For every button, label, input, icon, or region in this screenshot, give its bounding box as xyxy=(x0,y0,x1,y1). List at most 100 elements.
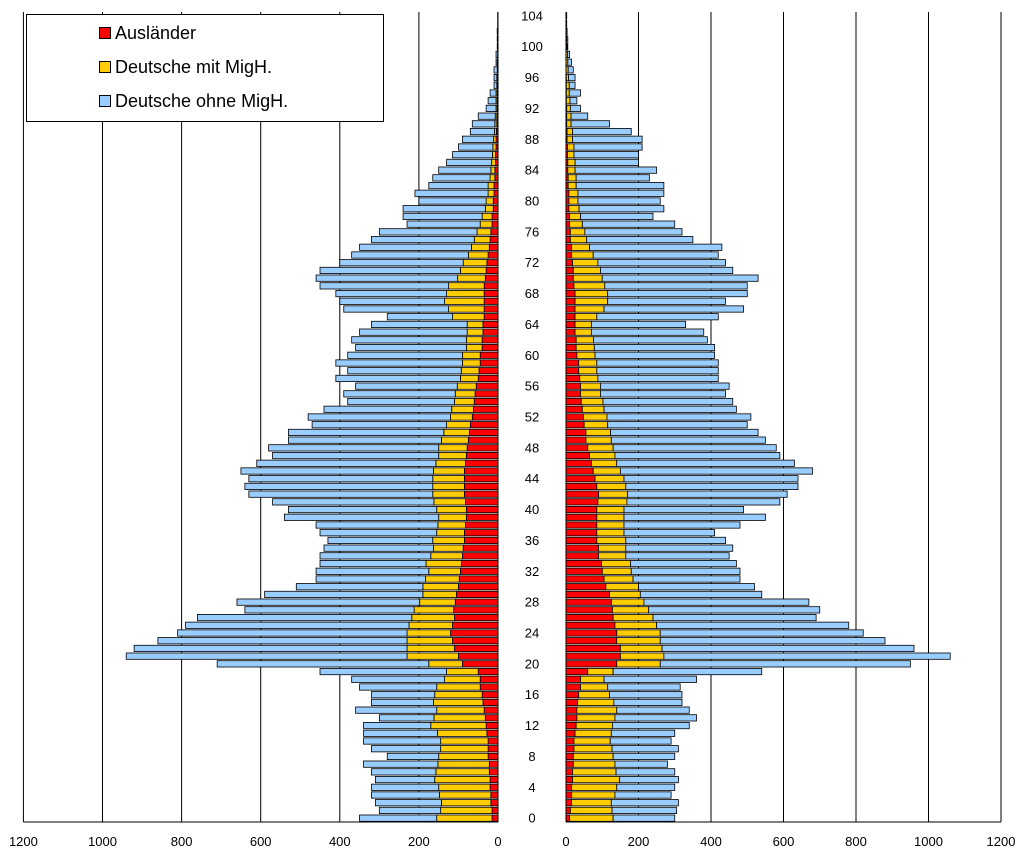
bar-right-ohne-migh-age-94 xyxy=(568,89,581,97)
bar-left-migh-age-28 xyxy=(419,598,456,606)
bar-right-migh-age-52 xyxy=(583,413,608,421)
bar-left-migh-age-37 xyxy=(436,529,465,537)
bar-right-migh-age-24 xyxy=(616,629,661,637)
bar-left-ohne-migh-age-11 xyxy=(363,729,438,737)
bar-left-auslaender-age-69 xyxy=(483,282,499,290)
bar-left-migh-age-13 xyxy=(433,714,486,722)
bar-left-ohne-migh-age-98 xyxy=(495,58,498,66)
bar-left-ohne-migh-age-50 xyxy=(287,428,445,436)
bar-left-auslaender-age-56 xyxy=(475,382,499,390)
bar-right-migh-age-59 xyxy=(578,359,598,367)
bar-right-ohne-migh-age-77 xyxy=(581,220,676,228)
bar-right-ohne-migh-age-43 xyxy=(625,482,799,490)
bar-left-auslaender-age-61 xyxy=(481,344,499,352)
bar-left-auslaender-age-65 xyxy=(483,313,499,321)
bar-left-migh-age-0 xyxy=(436,814,493,822)
bar-left-migh-age-46 xyxy=(435,459,466,467)
right-bars xyxy=(565,12,951,822)
bar-right-auslaender-age-18 xyxy=(565,675,581,683)
bar-right-migh-age-62 xyxy=(575,336,594,344)
bar-right-migh-age-30 xyxy=(605,583,639,591)
bar-right-migh-age-13 xyxy=(576,714,616,722)
bar-right-auslaender-age-49 xyxy=(565,436,587,444)
bar-right-migh-age-74 xyxy=(571,243,590,251)
bar-right-migh-age-49 xyxy=(585,436,612,444)
bar-right-auslaender-age-26 xyxy=(565,614,614,622)
bar-left-migh-age-12 xyxy=(430,722,487,730)
bar-left-auslaender-age-63 xyxy=(482,328,499,336)
bar-right-auslaender-age-63 xyxy=(565,328,576,336)
bar-right-ohne-migh-age-86 xyxy=(573,151,639,159)
bar-right-migh-age-27 xyxy=(612,606,650,614)
bar-right-migh-age-56 xyxy=(580,382,601,390)
bar-right-ohne-migh-age-99 xyxy=(567,50,571,58)
bar-right-migh-age-6 xyxy=(572,768,617,776)
bar-right-ohne-migh-age-49 xyxy=(610,436,766,444)
bar-left-ohne-migh-age-27 xyxy=(244,606,415,614)
bar-left-auslaender-age-17 xyxy=(479,683,499,691)
bar-left-migh-age-3 xyxy=(439,791,492,799)
bar-right-ohne-migh-age-67 xyxy=(607,297,726,305)
bar-right-auslaender-age-7 xyxy=(565,760,574,768)
bar-right-migh-age-48 xyxy=(587,444,614,452)
bar-right-migh-age-95 xyxy=(565,81,570,89)
bar-right-migh-age-15 xyxy=(577,698,615,706)
bar-left-ohne-migh-age-49 xyxy=(287,436,442,444)
bar-left-migh-age-82 xyxy=(487,182,495,190)
bar-left-migh-age-32 xyxy=(428,567,461,575)
bar-left-ohne-migh-age-26 xyxy=(197,614,413,622)
bar-right-ohne-migh-age-64 xyxy=(590,320,687,328)
bar-right-ohne-migh-age-24 xyxy=(659,629,864,637)
bar-right-ohne-migh-age-17 xyxy=(607,683,681,691)
bar-left-ohne-migh-age-9 xyxy=(371,745,442,753)
bar-right-ohne-migh-age-38 xyxy=(623,521,741,529)
bar-right-migh-age-58 xyxy=(578,367,598,375)
bar-right-migh-age-33 xyxy=(601,560,631,568)
bar-left-ohne-migh-age-54 xyxy=(347,398,455,406)
age-label-36: 36 xyxy=(525,533,539,548)
bar-right-ohne-migh-age-50 xyxy=(610,428,759,436)
bar-left-auslaender-age-55 xyxy=(474,390,499,398)
bar-left-migh-age-24 xyxy=(406,629,451,637)
bar-left-auslaender-age-14 xyxy=(483,706,499,714)
bar-right-ohne-migh-age-53 xyxy=(603,405,737,413)
left-tick-200: 200 xyxy=(408,834,430,849)
bar-right-migh-age-35 xyxy=(598,544,627,552)
age-label-80: 80 xyxy=(525,194,539,209)
bar-right-auslaender-age-45 xyxy=(565,467,594,475)
bar-left-ohne-migh-age-5 xyxy=(374,776,436,784)
bar-left-migh-age-81 xyxy=(487,189,495,197)
bar-right-ohne-migh-age-33 xyxy=(630,560,737,568)
left-x-tick-labels: 1200 1000 800 600 400 200 0 xyxy=(9,834,502,849)
bar-left-migh-age-35 xyxy=(433,544,464,552)
bar-right-auslaender-age-76 xyxy=(565,228,571,236)
bar-right-migh-age-0 xyxy=(569,814,614,822)
bar-left-ohne-migh-age-16 xyxy=(371,691,436,699)
bar-right-auslaender-age-27 xyxy=(565,606,613,614)
bar-left-ohne-migh-age-6 xyxy=(371,768,437,776)
bar-left-migh-age-51 xyxy=(446,421,471,429)
bar-left-ohne-migh-age-83 xyxy=(432,174,491,182)
age-label-84: 84 xyxy=(525,163,539,178)
age-label-40: 40 xyxy=(525,502,539,517)
bar-right-auslaender-age-62 xyxy=(565,336,577,344)
bar-left-migh-age-49 xyxy=(441,436,469,444)
bar-left-migh-age-41 xyxy=(433,498,466,506)
legend-item-auslaender: Ausländer xyxy=(99,19,196,47)
bar-right-auslaender-age-75 xyxy=(565,236,571,244)
bar-right-ohne-migh-age-80 xyxy=(577,197,661,205)
bar-left-ohne-migh-age-48 xyxy=(268,444,440,452)
bar-left-ohne-migh-age-41 xyxy=(272,498,435,506)
bar-right-migh-age-1 xyxy=(569,806,613,814)
bar-left-migh-age-8 xyxy=(438,752,489,760)
bar-left-migh-age-14 xyxy=(436,706,485,714)
bar-right-migh-age-14 xyxy=(576,706,618,714)
bar-left-ohne-migh-age-58 xyxy=(347,367,462,375)
bar-right-auslaender-age-60 xyxy=(565,351,578,359)
bar-right-migh-age-25 xyxy=(614,621,658,629)
bar-right-auslaender-age-35 xyxy=(565,544,600,552)
bar-left-migh-age-21 xyxy=(406,652,459,660)
bar-right-ohne-migh-age-6 xyxy=(615,768,676,776)
bar-left-auslaender-age-22 xyxy=(454,644,499,652)
bar-right-ohne-migh-age-101 xyxy=(566,35,569,43)
